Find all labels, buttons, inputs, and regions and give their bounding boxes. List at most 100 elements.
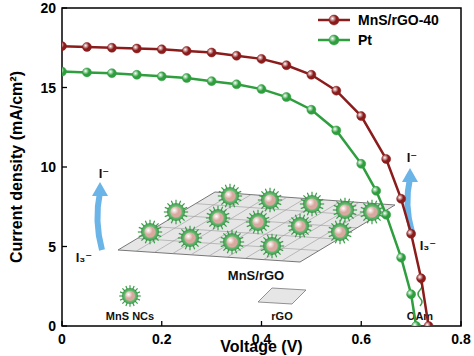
nc-shell	[303, 195, 321, 213]
nc-shell	[223, 233, 241, 251]
legend-label: MnS/rGO-40	[358, 12, 439, 28]
x-tick-label: 0	[58, 331, 66, 347]
series-marker	[62, 67, 67, 76]
series-marker	[332, 126, 341, 135]
nanocrystal	[138, 220, 162, 244]
y-tick	[62, 246, 67, 247]
series-marker	[107, 43, 116, 52]
nc-shell	[363, 203, 381, 221]
series-marker	[412, 322, 421, 327]
annotation: I⁻	[407, 150, 417, 165]
arrow-head	[92, 182, 108, 196]
series-marker	[107, 69, 116, 78]
rgo-lattice	[154, 195, 251, 253]
rgo-sheet	[118, 192, 395, 262]
nanocrystal	[288, 214, 312, 238]
nc-core	[306, 198, 317, 209]
legend: MnS/rGO-40Pt	[318, 12, 439, 48]
nc-shell	[336, 201, 354, 219]
series-marker	[332, 86, 341, 95]
series-marker	[62, 42, 67, 51]
nc-core	[125, 291, 135, 301]
nc-shell	[122, 288, 138, 304]
rgo-lattice	[136, 193, 233, 251]
nc-core	[252, 216, 263, 227]
annotation: OAm	[407, 310, 434, 322]
nc-core	[212, 212, 223, 223]
annotation: I₃⁻	[76, 250, 93, 265]
series-line	[62, 46, 429, 326]
legend-marker	[329, 15, 339, 25]
nanocrystal	[164, 200, 188, 224]
nc-shell	[221, 187, 239, 205]
series-marker	[282, 93, 291, 102]
series-marker	[307, 105, 316, 114]
y-tick-label: 5	[48, 239, 56, 255]
nc-shell	[331, 223, 349, 241]
nc-core	[339, 204, 350, 215]
nanocrystal	[246, 210, 270, 234]
series-marker	[397, 253, 406, 262]
arrow-head	[402, 168, 418, 182]
annotation: rGO	[271, 310, 293, 322]
nc-core	[366, 206, 377, 217]
series-marker	[357, 112, 366, 121]
nanocrystal	[218, 184, 242, 208]
series-marker	[257, 54, 266, 63]
rgo-icon	[258, 288, 306, 304]
series-marker	[207, 77, 216, 86]
x-tick	[460, 321, 461, 326]
series-marker	[424, 322, 433, 327]
series-marker	[382, 210, 391, 219]
series-line	[62, 72, 416, 326]
chart: I⁻I₃⁻MnS/rGOI⁻I₃⁻MnS NCsrGOOAm00.20.40.6…	[0, 0, 474, 356]
y-tick-label: 15	[40, 80, 56, 96]
series-marker	[257, 85, 266, 94]
series-marker	[372, 186, 381, 195]
y-tick	[62, 87, 67, 88]
plot-area	[62, 42, 433, 326]
rgo-lattice	[209, 199, 305, 257]
x-tick-label: 0.6	[352, 331, 372, 347]
series-marker	[157, 72, 166, 81]
annotation: I⁻	[99, 166, 109, 181]
y-tick	[62, 325, 67, 326]
series-marker	[82, 68, 91, 77]
annotation: MnS NCs	[106, 310, 154, 322]
nc-core	[184, 232, 195, 243]
series-marker	[397, 194, 406, 203]
series-marker	[182, 73, 191, 82]
series-marker	[232, 80, 241, 89]
nanocrystal	[333, 198, 357, 222]
nanocrystal	[220, 230, 244, 254]
nc-shell	[141, 223, 159, 241]
nc-core	[334, 226, 345, 237]
series-marker	[132, 70, 141, 79]
annotation: MnS/rGO	[228, 268, 284, 283]
x-tick	[261, 321, 262, 326]
series-marker	[157, 45, 166, 54]
nc-shell	[181, 229, 199, 247]
x-tick	[61, 321, 62, 326]
nc-core	[264, 194, 275, 205]
nanocrystal	[300, 192, 324, 216]
inset: I⁻ I₃⁻ MnS/rGO I⁻ I₃⁻ MnS NCs rGO OAm	[76, 150, 437, 322]
x-tick	[361, 321, 362, 326]
nc-core	[144, 226, 155, 237]
nanocrystal	[178, 226, 202, 250]
nc-shell	[249, 213, 267, 231]
nanocrystal	[328, 220, 352, 244]
series-marker	[82, 42, 91, 51]
rgo-lattice	[245, 201, 341, 258]
x-tick-label: 0.2	[152, 331, 172, 347]
plot-frame	[62, 8, 461, 326]
nc-shell	[291, 217, 309, 235]
y-axis-label: Current density (mA/cm²)	[8, 71, 25, 263]
series-marker	[407, 229, 416, 238]
annotation: I₃⁻	[420, 238, 437, 253]
series-marker	[357, 159, 366, 168]
y-tick	[62, 7, 67, 8]
legend-marker	[329, 35, 339, 45]
series-marker	[282, 61, 291, 70]
x-axis-label: Voltage (V)	[220, 338, 302, 355]
